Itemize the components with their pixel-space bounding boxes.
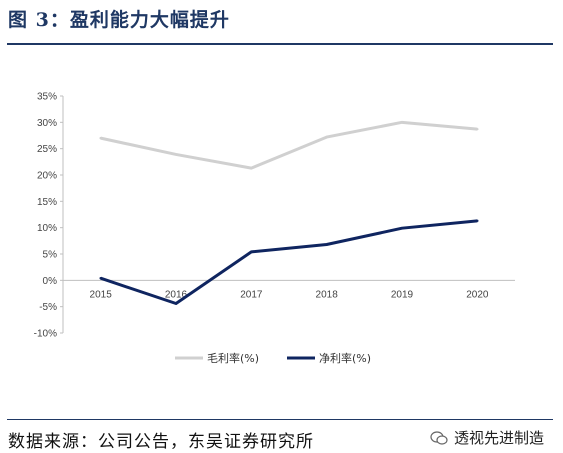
y-tick-label: 0% [43, 276, 58, 287]
y-tick-label: 35% [37, 92, 57, 103]
bottom-rule [7, 419, 553, 420]
y-tick-label: 10% [37, 223, 57, 234]
series-1-point [476, 219, 479, 223]
series-0-point [174, 153, 178, 156]
series-1-point [174, 302, 178, 305]
legend-label-1: 净利率(%) [319, 351, 371, 365]
top-rule [7, 43, 553, 45]
figure-title: 图 3：盈利能力大幅提升 [8, 9, 230, 31]
y-tick-label: 5% [43, 250, 58, 261]
series-line-0 [100, 120, 478, 170]
series-line-1 [100, 219, 478, 306]
series-0-point [476, 127, 479, 131]
series-1-point [99, 277, 102, 280]
series-1-point [400, 226, 404, 230]
series-1-point [250, 250, 253, 254]
watermark-text: 透视先进制造 [454, 429, 545, 447]
series-lines [99, 120, 479, 306]
x-tick-label: 2020 [466, 289, 489, 300]
x-tick-label: 2018 [316, 289, 339, 300]
legend: 毛利率(%) 净利率(%) [175, 351, 371, 365]
y-tick-label: 20% [37, 171, 57, 182]
y-tick-label: -10% [34, 329, 57, 340]
x-tick-label: 2017 [240, 289, 263, 300]
series-0-point [400, 121, 404, 124]
legend-label-0: 毛利率(%) [207, 351, 259, 365]
x-tick-label: 2015 [90, 289, 113, 300]
x-tick-labels: 2015 2016 2017 2018 2019 2020 [90, 289, 489, 300]
y-tick-labels: 35% 30% 25% 20% 15% 10% 5% 0% -5% -10% [34, 92, 63, 340]
y-tick-label: 15% [37, 197, 57, 208]
x-tick-label: 2016 [165, 289, 188, 300]
source-note: 数据来源：公司公告，东吴证券研究所 [8, 432, 314, 452]
series-0-point [325, 135, 328, 139]
x-tick-label: 2019 [391, 289, 414, 300]
wechat-icon [430, 430, 448, 445]
y-tick-label: 30% [37, 118, 57, 129]
series-0-point [250, 166, 253, 170]
series-0-point [99, 136, 102, 140]
y-tick-label: -5% [39, 302, 57, 313]
line-chart: 35%30%25%20%15%10%5%0%-5%-10% 2015 2016 20… [34, 92, 515, 365]
watermark: 透视先进制造 [430, 427, 544, 448]
series-1-point [325, 243, 328, 246]
y-tick-label: 25% [37, 144, 57, 155]
